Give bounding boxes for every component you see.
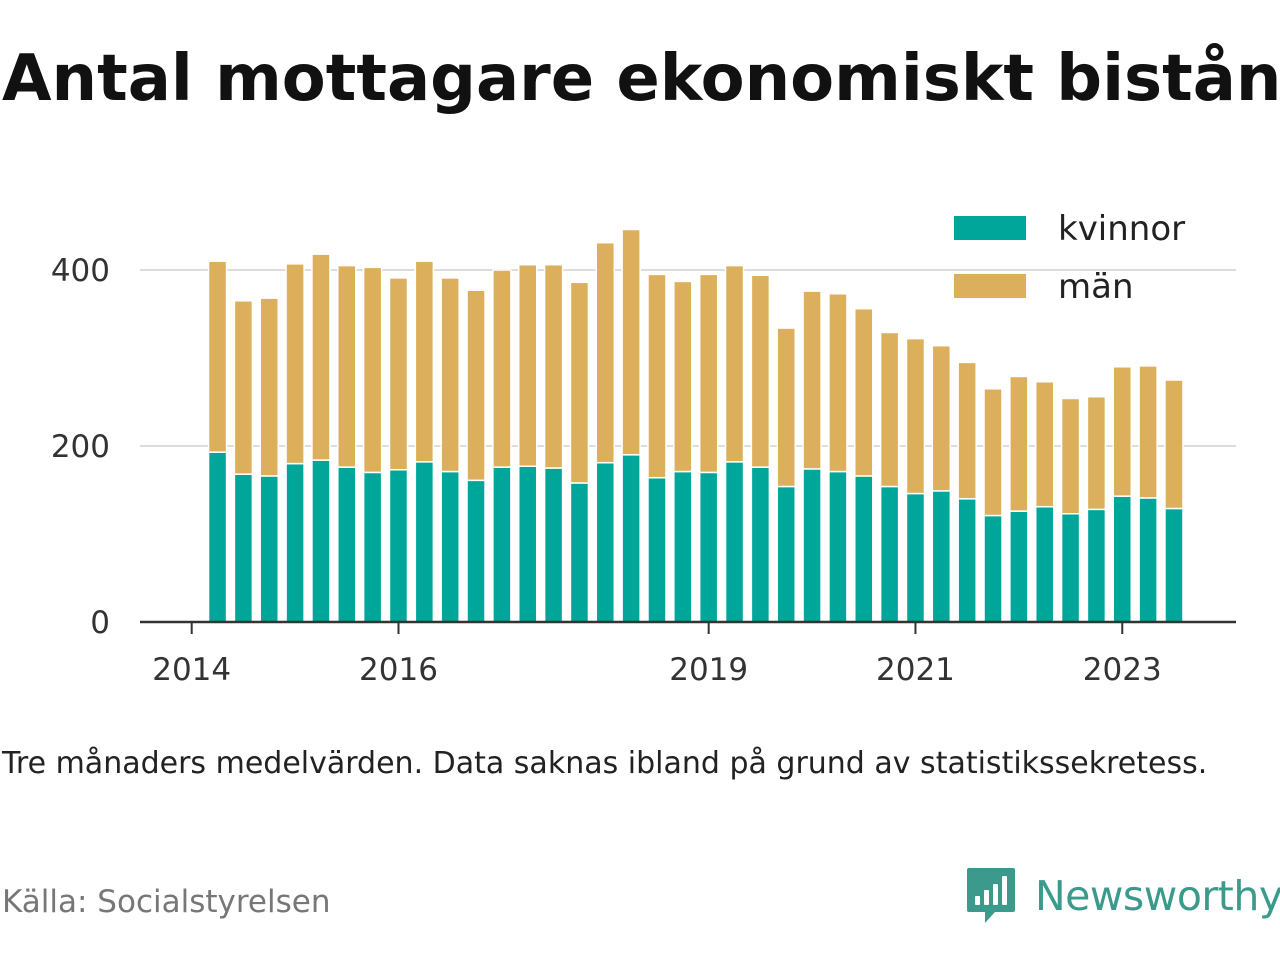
x-tick-label: 2016 xyxy=(359,652,438,688)
bar-kvinnor xyxy=(543,467,564,623)
bar-kvinnor xyxy=(259,475,279,623)
chart-title: Antal mottagare ekonomiskt bistånd xyxy=(2,42,1280,116)
bar-män xyxy=(1009,375,1029,512)
bar-kvinnor xyxy=(776,485,796,623)
brand: Newsworthy xyxy=(965,866,1280,926)
bar-män xyxy=(362,266,383,474)
bar-män xyxy=(957,361,977,500)
bar-män xyxy=(388,277,409,471)
bar-kvinnor xyxy=(957,498,977,623)
bar-män xyxy=(1138,365,1158,499)
bar-män xyxy=(1034,381,1055,508)
newsworthy-logo-icon xyxy=(967,868,1015,923)
bar-kvinnor xyxy=(750,466,771,623)
bar-kvinnor xyxy=(414,461,435,623)
x-tick-label: 2023 xyxy=(1083,652,1162,688)
y-tick-label: 400 xyxy=(51,253,110,289)
bar-kvinnor xyxy=(879,485,900,623)
bar-kvinnor xyxy=(621,454,641,623)
bar-kvinnor xyxy=(1060,513,1081,623)
bar-män xyxy=(285,263,305,465)
bar-män xyxy=(647,273,667,479)
bar-kvinnor xyxy=(1138,497,1158,623)
bar-män xyxy=(337,264,357,468)
bar-män xyxy=(311,253,331,461)
bar-kvinnor xyxy=(724,461,745,623)
bar-kvinnor xyxy=(1086,508,1107,623)
chart-note: Tre månaders medelvärden. Data saknas ib… xyxy=(2,746,1208,781)
bar-kvinnor xyxy=(311,459,331,623)
bar-män xyxy=(776,327,796,488)
bar-män xyxy=(233,300,254,475)
bar-män xyxy=(828,293,848,473)
bar-kvinnor xyxy=(595,461,616,623)
bar-kvinnor xyxy=(698,471,719,623)
legend-label-män: män xyxy=(1058,267,1134,307)
bar-män xyxy=(983,388,1003,517)
bar-män xyxy=(724,264,745,463)
bar-män xyxy=(879,331,900,488)
bar-män xyxy=(1060,397,1081,515)
bar-män xyxy=(517,263,538,467)
bar-män xyxy=(905,337,926,495)
x-tick-label: 2021 xyxy=(876,652,955,688)
bar-kvinnor xyxy=(1034,505,1055,623)
bar-män xyxy=(569,281,590,484)
bar-kvinnor xyxy=(440,470,460,623)
bar-män xyxy=(854,307,874,477)
bar-män xyxy=(440,277,460,473)
bar-kvinnor xyxy=(931,490,952,623)
bar-män xyxy=(414,260,435,463)
bar-kvinnor xyxy=(517,465,538,623)
bar-kvinnor xyxy=(362,471,383,623)
bar-kvinnor xyxy=(285,462,305,623)
bar-kvinnor xyxy=(673,470,693,623)
bar-kvinnor xyxy=(828,470,848,623)
bar-män xyxy=(1164,379,1184,510)
bar-män xyxy=(543,263,564,469)
bar-män xyxy=(466,289,486,482)
bar-män xyxy=(259,297,279,477)
bar-män xyxy=(750,274,771,468)
bar-kvinnor xyxy=(983,514,1003,623)
bar-kvinnor xyxy=(466,479,486,623)
bar-kvinnor xyxy=(233,473,254,623)
bar-män xyxy=(802,290,822,470)
x-tick-label: 2019 xyxy=(669,652,748,688)
bar-kvinnor xyxy=(1112,495,1133,623)
chart-source: Källa: Socialstyrelsen xyxy=(2,884,331,920)
bar-kvinnor xyxy=(647,476,667,623)
y-tick-label: 0 xyxy=(90,605,110,641)
legend-swatch-kvinnor xyxy=(954,216,1026,240)
bar-män xyxy=(207,260,228,453)
legend-swatch-män xyxy=(954,274,1026,298)
bar-kvinnor xyxy=(569,482,590,623)
bar-kvinnor xyxy=(337,466,357,623)
bar-kvinnor xyxy=(1164,507,1184,623)
bar-kvinnor xyxy=(207,451,228,623)
bar-kvinnor xyxy=(388,469,409,623)
y-tick-label: 200 xyxy=(51,429,110,465)
x-tick-label: 2014 xyxy=(152,652,231,688)
bar-kvinnor xyxy=(802,468,822,623)
brand-name: Newsworthy xyxy=(1035,872,1280,920)
bar-kvinnor xyxy=(1009,510,1029,623)
bar-män xyxy=(931,344,952,492)
bar-män xyxy=(621,228,641,456)
bar-män xyxy=(595,241,616,464)
bar-män xyxy=(1086,395,1107,511)
bar-män xyxy=(1112,366,1133,497)
legend-label-kvinnor: kvinnor xyxy=(1058,209,1185,249)
bar-kvinnor xyxy=(854,475,874,623)
bar-kvinnor xyxy=(492,466,512,623)
bar-män xyxy=(698,273,719,474)
bar-chart: 0 200 400 2014 2016 2019 2021 2023 kvinnor män xyxy=(51,209,1236,688)
bar-män xyxy=(492,269,512,468)
bar-kvinnor xyxy=(905,492,926,623)
bar-män xyxy=(673,280,693,473)
